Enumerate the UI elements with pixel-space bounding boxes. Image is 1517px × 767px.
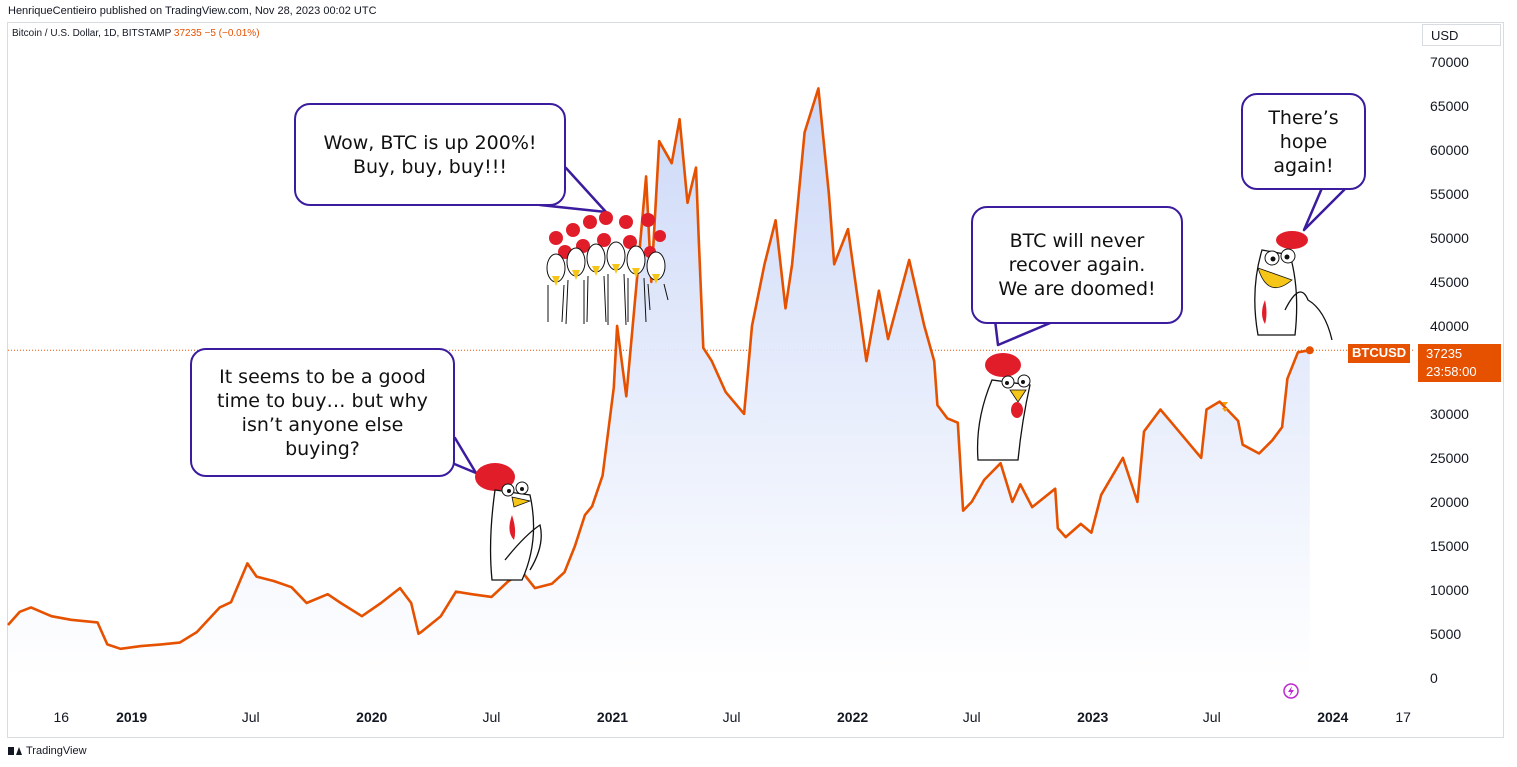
- y-tick-label: 20000: [1430, 494, 1469, 510]
- x-tick-label: Jul: [1203, 709, 1221, 725]
- bubble-hope: There’s hope again!: [1241, 93, 1366, 190]
- chicken-happy-icon: [1254, 231, 1333, 341]
- bubble-line: isn’t anyone else: [241, 413, 404, 436]
- symbol-legend: Bitcoin / U.S. Dollar, 1D, BITSTAMP 3723…: [12, 28, 260, 39]
- y-tick-label: 5000: [1430, 626, 1461, 642]
- y-tick-label: 15000: [1430, 538, 1469, 554]
- bubble-line: time to buy… but why: [217, 389, 428, 412]
- bubble-line: again!: [1273, 154, 1334, 177]
- y-tick-label: 50000: [1430, 230, 1469, 246]
- bubble-line: buying?: [285, 437, 360, 460]
- x-axis: 16 2019 Jul 2020 Jul 2021 Jul 2022 Jul 2023 Jul 202…: [53, 709, 1411, 725]
- bubble-line: Wow, BTC is up 200%!: [323, 131, 537, 154]
- chicken-crying-icon: [976, 353, 1031, 461]
- bubble-tail-hope: [1302, 186, 1348, 232]
- footer-brand[interactable]: TradingView: [8, 745, 87, 757]
- x-tick-label: 2024: [1317, 709, 1348, 725]
- bubble-never-recover: BTC will never recover again. We are doo…: [971, 206, 1183, 324]
- y-tick-label: 40000: [1430, 318, 1469, 334]
- last-price: 37235: [1426, 346, 1463, 361]
- x-tick-label: Jul: [723, 709, 741, 725]
- bolt-icon[interactable]: [1283, 683, 1299, 699]
- brand-name: TradingView: [26, 745, 87, 757]
- y-tick-label: 60000: [1430, 142, 1469, 158]
- bubble-line: Buy, buy, buy!!!: [352, 155, 507, 178]
- x-tick-label: 2019: [116, 709, 147, 725]
- bubble-line: We are doomed!: [998, 278, 1156, 300]
- chart-frame: [7, 22, 1504, 738]
- bubble-line: BTC will never: [1009, 230, 1145, 252]
- series-line: [7, 87, 1311, 651]
- bubble-line: hope: [1279, 130, 1328, 153]
- bubble-line: recover again.: [1008, 254, 1146, 276]
- x-tick-label: 17: [1395, 709, 1411, 725]
- bubble-line: There’s: [1268, 106, 1339, 129]
- bubble-wow: Wow, BTC is up 200%! Buy, buy, buy!!!: [294, 103, 566, 206]
- symbol-info: Bitcoin / U.S. Dollar, 1D, BITSTAMP: [12, 28, 172, 39]
- last-price-dot: [1305, 346, 1314, 355]
- y-tick-label: 65000: [1430, 98, 1469, 114]
- y-axis: 0500010000150002000025000300003500040000…: [1430, 54, 1469, 686]
- y-tick-label: 45000: [1430, 274, 1469, 290]
- currency-button[interactable]: USD: [1422, 24, 1501, 46]
- y-tick-label: 0: [1430, 670, 1438, 686]
- x-tick-label: 2021: [597, 709, 628, 725]
- ticker-tag: BTCUSD: [1348, 344, 1411, 363]
- x-tick-label: 2023: [1077, 709, 1108, 725]
- chicken-crowd-icon: [546, 211, 669, 326]
- bar-countdown: 23:58:00: [1426, 364, 1477, 379]
- bubble-good-time: It seems to be a good time to buy… but w…: [190, 348, 455, 477]
- x-tick-label: Jul: [483, 709, 501, 725]
- dividend-markers-icon: [1222, 402, 1228, 412]
- y-tick-label: 55000: [1430, 186, 1469, 202]
- publisher-line: HenriqueCentieiro published on TradingVi…: [8, 5, 377, 17]
- y-tick-label: 25000: [1430, 450, 1469, 466]
- area-fill: [8, 88, 1310, 678]
- y-tick-label: 30000: [1430, 406, 1469, 422]
- bubble-line: It seems to be a good: [219, 365, 426, 388]
- x-tick-label: Jul: [242, 709, 260, 725]
- x-tick-label: 2022: [837, 709, 868, 725]
- symbol-value: 37235 −5 (−0.01%): [173, 28, 260, 39]
- chicken-skeptical-icon: [475, 463, 542, 581]
- x-tick-label: Jul: [963, 709, 981, 725]
- last-price-box: 37235 23:58:00: [1418, 344, 1501, 382]
- tradingview-logo-icon: [8, 747, 22, 755]
- x-tick-label: 16: [53, 709, 69, 725]
- y-tick-label: 10000: [1430, 582, 1469, 598]
- y-tick-label: 70000: [1430, 54, 1469, 70]
- x-tick-label: 2020: [356, 709, 387, 725]
